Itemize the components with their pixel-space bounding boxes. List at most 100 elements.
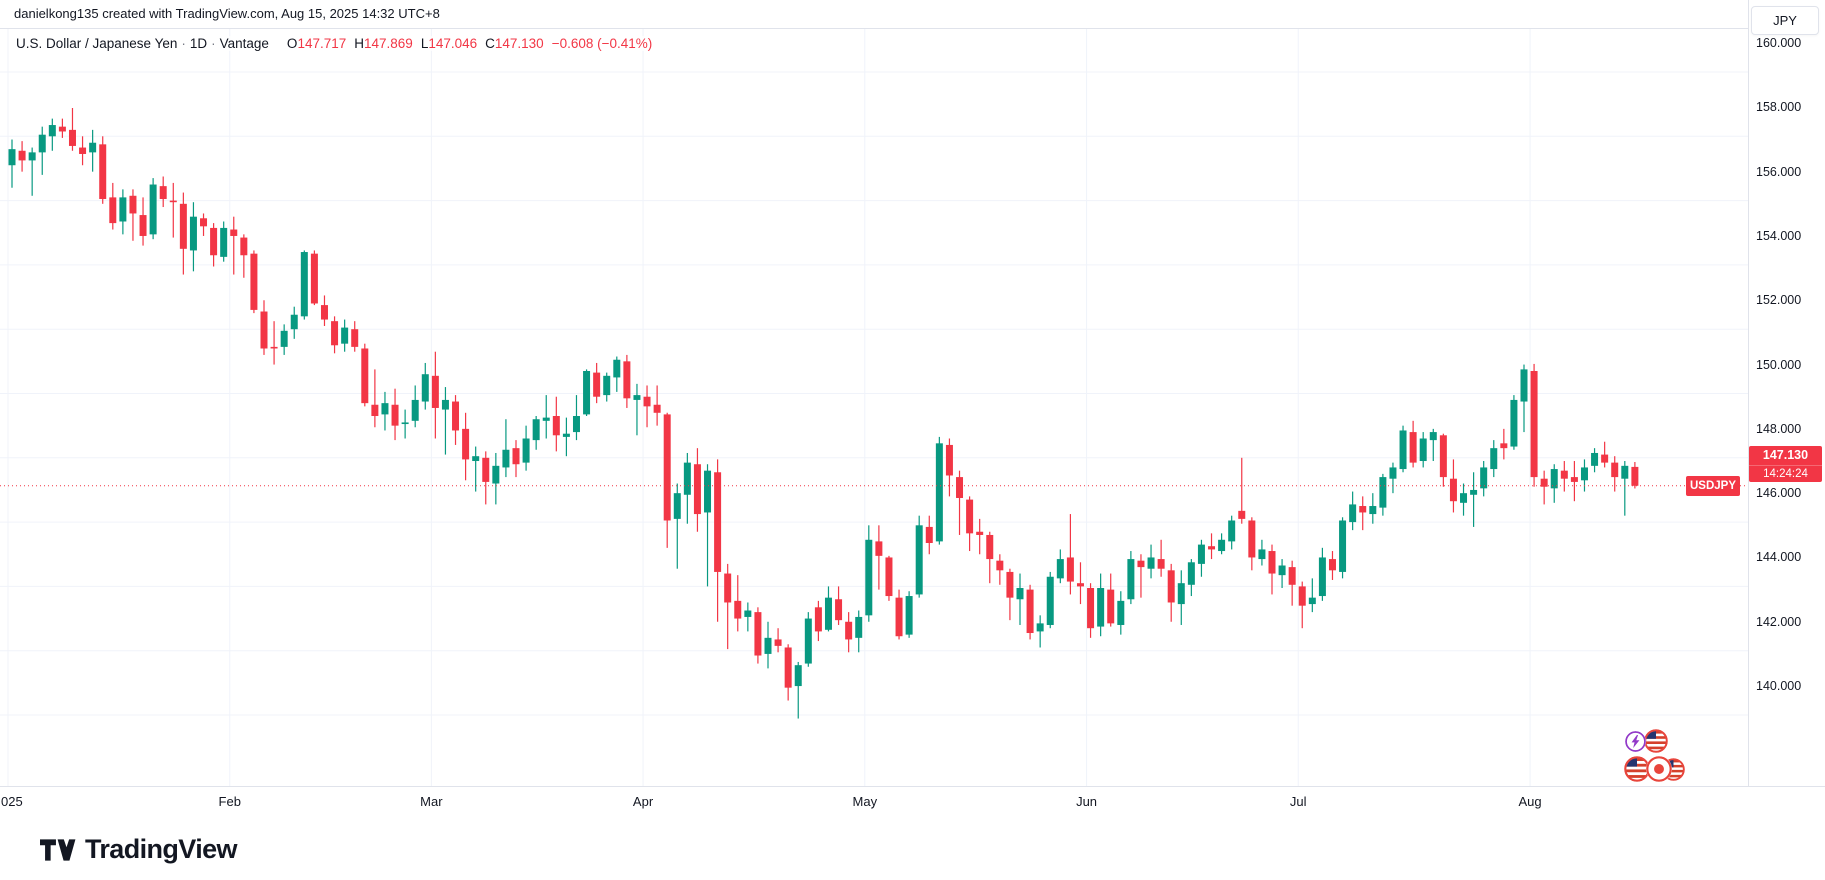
candle-body: [8, 149, 16, 166]
candle-body: [1540, 478, 1548, 487]
price-tick-label: 144.000: [1756, 550, 1802, 565]
candle-body: [1409, 432, 1417, 463]
candle-body: [996, 560, 1004, 571]
candle-body: [1460, 493, 1468, 503]
open-label: O: [286, 36, 298, 51]
close-label: C: [485, 36, 495, 51]
candle-body: [119, 197, 127, 222]
candle-body: [1611, 462, 1619, 478]
lightning-event-icon[interactable]: [1625, 731, 1646, 752]
candle-body: [794, 665, 802, 687]
candle-body: [1570, 477, 1578, 482]
candle-body: [714, 472, 722, 572]
candle-body: [1591, 452, 1599, 466]
candle-body: [784, 647, 792, 688]
candle-body: [179, 203, 187, 249]
candle-body: [1449, 478, 1457, 502]
legend-separator: ·: [211, 36, 216, 51]
candle-body: [68, 129, 76, 146]
candle-body: [28, 152, 36, 161]
candle-body: [744, 610, 752, 617]
candle-body: [1601, 454, 1609, 463]
us-flag-event-icon[interactable]: [1624, 756, 1650, 782]
price-tick-label: 152.000: [1756, 293, 1802, 308]
candle-body: [189, 216, 197, 251]
candle-body: [1288, 567, 1296, 585]
candle-body: [623, 361, 631, 399]
candle-body: [1228, 520, 1236, 542]
candle-body: [1318, 557, 1326, 597]
candle-body: [1389, 467, 1397, 479]
candle-body: [200, 218, 208, 227]
candle-body: [1328, 559, 1336, 571]
candle-body: [1026, 589, 1034, 634]
candle-body: [351, 329, 359, 347]
tradingview-logo[interactable]: TradingView: [40, 834, 238, 865]
candle-body: [956, 477, 964, 498]
candle-body: [1369, 506, 1377, 515]
candle-body: [361, 348, 369, 404]
candle-body: [945, 444, 953, 476]
candle-body: [1117, 600, 1125, 625]
candle-body: [1248, 520, 1256, 558]
candle-body: [633, 395, 641, 400]
candle-body: [925, 526, 933, 543]
price-tick-label: 148.000: [1756, 421, 1802, 436]
tradingview-mark-icon: [40, 837, 76, 863]
candle-body: [724, 573, 732, 603]
interval-label[interactable]: 1D: [189, 36, 208, 51]
candle-body: [1500, 443, 1508, 449]
time-tick-label: Feb: [218, 794, 241, 809]
candle-body: [593, 372, 601, 397]
candle-body: [1076, 583, 1084, 587]
candle-body: [240, 237, 248, 256]
chart-area[interactable]: U.S. Dollar / Japanese Yen · 1D · Vantage O14…: [0, 28, 1825, 787]
candle-body: [1127, 559, 1135, 600]
time-tick-label: Aug: [1518, 794, 1542, 809]
ohlc-readout: O147.717 H147.869 L147.046 C147.130 −0.608 (…: [279, 36, 652, 51]
last-price-value: 147.130: [1762, 447, 1809, 462]
exchange-label[interactable]: Vantage: [219, 36, 269, 51]
time-axis[interactable]: 025 Feb Mar Apr May Jun Jul Aug: [0, 786, 1825, 819]
candle-body: [431, 375, 439, 408]
candle-body: [986, 534, 994, 560]
symbol-title[interactable]: U.S. Dollar / Japanese Yen: [16, 36, 178, 51]
candle-body: [1308, 597, 1316, 605]
candle-body: [895, 597, 903, 637]
candle-body: [1339, 520, 1347, 572]
low-value: 147.046: [428, 36, 478, 51]
candlestick-chart[interactable]: [0, 29, 1748, 787]
candle-body: [1147, 557, 1155, 569]
time-tick-label: Jun: [1076, 794, 1098, 809]
footer: TradingView: [0, 818, 1825, 880]
candle-body: [683, 462, 691, 495]
candle-body: [1580, 467, 1588, 481]
candle-body: [250, 253, 258, 310]
currency-toggle-button[interactable]: JPY: [1751, 6, 1819, 35]
attribution-bar: danielkong135 created with TradingView.c…: [0, 0, 1825, 28]
candle-body: [310, 253, 318, 304]
candle-body: [159, 186, 167, 199]
candle-body: [109, 197, 117, 224]
price-axis[interactable]: JPY 147.130 14:24:24 160.000 158.000 156.0…: [1748, 0, 1825, 790]
price-tick-label: 158.000: [1756, 100, 1802, 115]
symbol-legend[interactable]: U.S. Dollar / Japanese Yen · 1D · Vantage O14…: [16, 36, 657, 51]
candle-body: [1419, 438, 1427, 462]
last-price-symbol-flag: USDJPY: [1686, 475, 1740, 496]
candle-body: [341, 327, 349, 344]
candle-body: [1087, 588, 1095, 629]
close-value: 147.130: [494, 36, 544, 51]
time-tick-label: Jul: [1289, 794, 1307, 809]
us-flag-event-icon[interactable]: [1644, 729, 1668, 753]
candle-body: [532, 419, 540, 441]
candle-body: [492, 465, 500, 484]
candle-body: [421, 374, 429, 402]
candle-body: [976, 531, 984, 535]
candle-body: [169, 200, 177, 203]
candle-body: [804, 618, 812, 664]
japan-flag-event-icon[interactable]: [1646, 756, 1672, 782]
price-tick-label: 160.000: [1756, 36, 1802, 50]
candle-body: [572, 416, 580, 433]
attribution-text: danielkong135 created with TradingView.c…: [14, 6, 440, 21]
candle-body: [603, 375, 611, 396]
